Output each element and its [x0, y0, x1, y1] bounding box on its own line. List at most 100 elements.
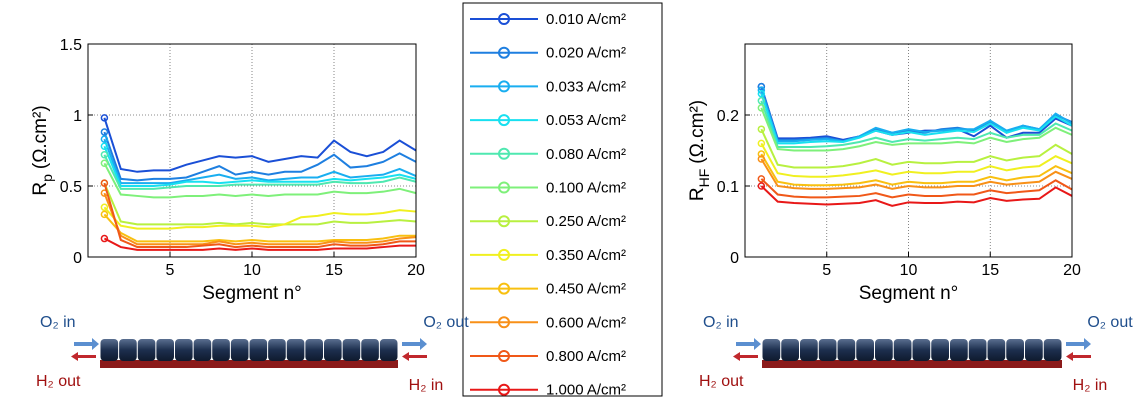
point-marker [100, 151, 109, 159]
legend-label: 0.033 A/cm² [546, 78, 626, 95]
legend-marker [498, 181, 510, 194]
cell-segment [931, 339, 949, 361]
series-line [760, 107, 1073, 152]
point-marker [757, 89, 766, 98]
legend-label: 0.350 A/cm² [546, 247, 626, 264]
series-line [760, 89, 1073, 143]
legend-label: 1.000 A/cm² [546, 382, 626, 399]
annotation: H₂ out [699, 373, 744, 390]
x-axis-label: Segment n° [202, 283, 302, 304]
cell-segment [856, 339, 874, 361]
cell-segment [193, 339, 212, 361]
cell-segment [342, 339, 361, 361]
cell-base [762, 360, 1062, 368]
series-line [103, 206, 417, 230]
y-label-symbol: R [687, 187, 708, 201]
cell-segment [305, 339, 323, 361]
point-marker [100, 114, 109, 122]
point-marker [757, 104, 766, 112]
annotation: O₂ out [423, 314, 469, 331]
y-label-subscript: HF [696, 169, 712, 188]
cell-segment [800, 339, 818, 361]
arrow-h2-in [1066, 352, 1091, 361]
cell-segment [950, 339, 968, 361]
x-tick-label: 15 [981, 262, 999, 279]
point-marker [100, 142, 109, 150]
axes-box [744, 43, 1073, 258]
cell-segment [249, 339, 268, 361]
series-line [760, 142, 1073, 178]
cell-segment [230, 339, 249, 361]
y-tick-label: 0.2 [717, 108, 739, 125]
series-line [103, 117, 417, 173]
point-marker [100, 234, 109, 243]
y-label-unit: (Ω.cm²) [30, 105, 51, 169]
legend-marker [498, 316, 510, 329]
point-marker [100, 159, 109, 168]
legend-box [462, 2, 663, 397]
y-tick-label: 0.1 [717, 179, 739, 196]
cell-segment [324, 339, 342, 361]
cell-segment [893, 339, 912, 361]
point-marker [757, 182, 766, 190]
point-marker [100, 135, 109, 143]
series-line [760, 178, 1073, 199]
legend-marker [498, 350, 510, 362]
annotation: H₂ in [1073, 377, 1108, 394]
cell-segment [1043, 339, 1062, 361]
legend-marker [498, 80, 510, 93]
annotation: O₂ out [1087, 314, 1133, 331]
x-tick-label: 20 [407, 262, 425, 279]
series-line [103, 162, 417, 199]
series-line [103, 145, 417, 187]
cell-segment [1006, 339, 1024, 361]
arrow-o2-out [402, 338, 427, 350]
y-tick-label: 1.5 [60, 37, 82, 54]
arrow-h2-in [402, 352, 427, 361]
series-line [760, 185, 1073, 207]
series-line [103, 237, 416, 251]
cell-segment [175, 339, 193, 361]
y-axis-label: RHF (Ω.cm²) [687, 100, 712, 201]
legend-label: 0.010 A/cm² [546, 11, 626, 28]
point-marker [757, 150, 766, 158]
series-line [760, 158, 1073, 190]
cell-segment [762, 339, 781, 361]
arrow-o2-in [74, 338, 99, 350]
cell-segment [379, 339, 398, 361]
series-line [103, 192, 417, 246]
point-marker [757, 97, 766, 105]
legend-label: 0.020 A/cm² [546, 45, 626, 62]
arrow-o2-in [736, 338, 761, 350]
cell-segment [1025, 339, 1043, 361]
series-line [103, 154, 417, 190]
cell-segment [818, 339, 837, 361]
y-axis-label: Rp (Ω.cm²) [30, 105, 55, 195]
cell-segment [781, 339, 799, 361]
legend-marker [498, 46, 510, 59]
series-line [760, 93, 1073, 145]
y-tick-label: 0 [73, 250, 82, 267]
cell-segment [156, 339, 174, 361]
cell-segment [837, 339, 856, 361]
legend-marker [498, 13, 510, 25]
legend-label: 0.080 A/cm² [546, 146, 626, 163]
x-axis-label: Segment n° [859, 283, 959, 304]
series-line [760, 100, 1073, 148]
series-line [760, 153, 1073, 187]
arrow-o2-out [1066, 338, 1091, 350]
cell-segment [968, 339, 987, 361]
x-tick-label: 5 [822, 262, 831, 279]
legend-marker [498, 147, 510, 160]
cell-segment [912, 339, 931, 361]
axes-box [87, 43, 417, 258]
arrow-h2-out [71, 352, 96, 361]
cell-segment [119, 339, 137, 361]
y-label-unit: (Ω.cm²) [687, 100, 708, 164]
y-tick-label: 0.5 [60, 179, 82, 196]
series-line [760, 128, 1073, 169]
legend-marker [498, 383, 510, 396]
arrow-h2-out [733, 352, 758, 361]
point-marker [757, 125, 766, 133]
